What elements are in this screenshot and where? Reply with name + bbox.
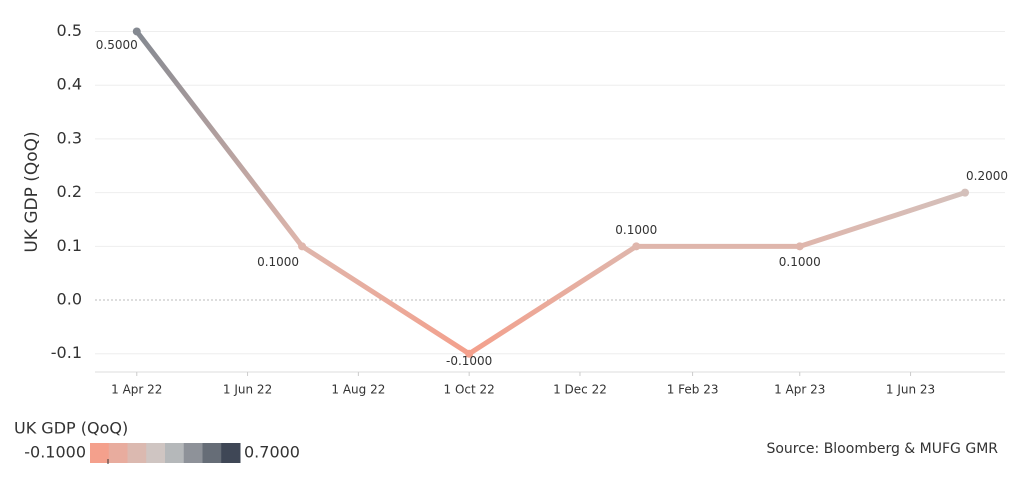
point bbox=[961, 188, 970, 197]
data-label: -0.1000 bbox=[446, 354, 492, 368]
data-label: 0.1000 bbox=[615, 223, 657, 237]
y-tick-label: 0.4 bbox=[57, 75, 82, 94]
y-axis-label: UK GDP (QoQ) bbox=[22, 131, 42, 252]
legend-max: 0.7000 bbox=[244, 443, 300, 462]
x-tick-label: 1 Feb 23 bbox=[667, 383, 719, 397]
y-tick-label: 0.2 bbox=[57, 182, 82, 201]
line-segment bbox=[299, 243, 472, 357]
line-segment bbox=[797, 190, 968, 249]
point bbox=[795, 242, 804, 251]
legend-swatch bbox=[90, 443, 110, 463]
x-tick-label: 1 Jun 22 bbox=[223, 383, 272, 397]
x-tick-label: 1 Jun 23 bbox=[886, 383, 935, 397]
legend-swatch bbox=[108, 443, 128, 463]
point bbox=[132, 27, 141, 36]
legend-swatch bbox=[127, 443, 147, 463]
y-tick-label: 0.5 bbox=[57, 21, 82, 40]
x-tick-label: 1 Oct 22 bbox=[444, 383, 495, 397]
legend-swatch bbox=[165, 443, 185, 463]
legend-min: -0.1000 bbox=[24, 443, 86, 462]
point bbox=[465, 349, 474, 358]
x-tick-label: 1 Apr 23 bbox=[774, 383, 825, 397]
x-tick-label: 1 Apr 22 bbox=[111, 383, 162, 397]
y-tick-label: 0.3 bbox=[57, 128, 82, 147]
legend-swatch bbox=[146, 443, 166, 463]
legend-swatch bbox=[183, 443, 203, 463]
y-tick-label: 0.0 bbox=[57, 290, 82, 309]
data-label: 0.2000 bbox=[966, 169, 1008, 183]
line-segment bbox=[466, 243, 639, 357]
data-label: 0.5000 bbox=[96, 38, 138, 52]
point bbox=[298, 242, 307, 251]
x-tick-label: 1 Dec 22 bbox=[553, 383, 607, 397]
data-label: 0.1000 bbox=[257, 255, 299, 269]
line-segment bbox=[134, 28, 305, 249]
point bbox=[632, 242, 641, 251]
legend-swatch bbox=[202, 443, 222, 463]
source: Source: Bloomberg & MUFG GMR bbox=[766, 441, 998, 457]
y-tick-label: 0.1 bbox=[57, 236, 82, 255]
legend-title: UK GDP (QoQ) bbox=[14, 419, 128, 438]
legend-swatch bbox=[221, 443, 241, 463]
y-tick-label: -0.1 bbox=[51, 343, 82, 362]
x-tick-label: 1 Aug 22 bbox=[331, 383, 385, 397]
data-label: 0.1000 bbox=[779, 255, 821, 269]
